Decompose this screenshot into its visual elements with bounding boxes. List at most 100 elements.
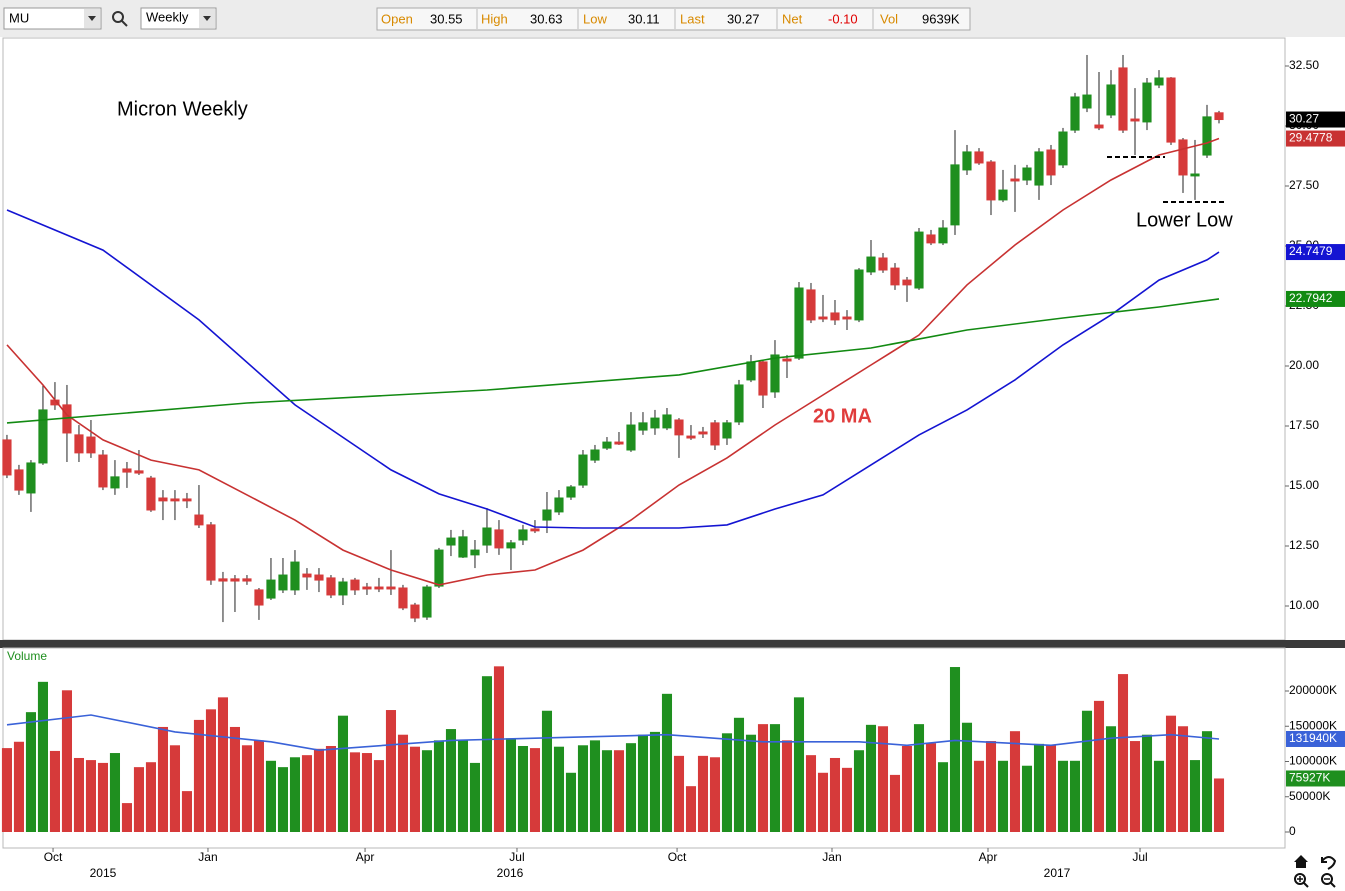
volume-bar: [61, 690, 73, 832]
volume-bar: [1081, 710, 1093, 832]
volume-bar: [589, 740, 601, 832]
candle-body: [614, 441, 624, 445]
candle-body: [122, 468, 132, 473]
undo-button[interactable]: [1321, 856, 1337, 870]
volume-bar: [97, 762, 109, 832]
volume-bar: [1201, 731, 1213, 832]
volume-bar: [1129, 741, 1141, 832]
volume-bar: [145, 762, 157, 832]
volume-bar: [493, 666, 505, 832]
volume-bar: [445, 729, 457, 832]
moving-average: [6, 209, 1220, 529]
candle-body: [254, 589, 264, 606]
candle-body: [230, 578, 240, 582]
candle-body: [818, 316, 828, 320]
candle-body: [686, 435, 696, 439]
year-label: 2017: [1044, 866, 1071, 880]
volume-bar: [313, 748, 325, 832]
candle-body: [1190, 173, 1200, 177]
quote-label: Open: [381, 11, 413, 26]
price-pane: [2, 37, 1286, 641]
candle-body: [98, 454, 108, 488]
home-button[interactable]: [1294, 855, 1308, 868]
volume-bar: [325, 745, 337, 832]
zoom-in-button[interactable]: [1294, 873, 1309, 888]
dropdown-arrow: [203, 16, 211, 21]
volume-bar: [649, 731, 661, 832]
volume-bar: [13, 741, 25, 832]
candle-body: [914, 231, 924, 289]
volume-bar: [769, 724, 781, 832]
annotation: 20 MA: [813, 405, 872, 427]
volume-bar: [289, 757, 301, 832]
candle-body: [494, 529, 504, 549]
y-tick-label: 12.50: [1289, 538, 1319, 552]
period-select[interactable]: [140, 7, 217, 30]
volume-bar: [1213, 778, 1225, 832]
zoom-out-button[interactable]: [1321, 873, 1336, 888]
period-text: Weekly: [146, 9, 189, 24]
candle-body: [1130, 118, 1140, 122]
dropdown-arrow: [88, 16, 96, 21]
volume-bar: [685, 786, 697, 832]
candle-body: [362, 586, 372, 590]
price-tag: [1286, 244, 1345, 261]
candle-body: [1082, 94, 1092, 109]
volume-bar: [793, 697, 805, 832]
price-tag-text: 75927K: [1289, 771, 1330, 785]
y-tick-label: 20.00: [1289, 358, 1319, 372]
volume-bar: [85, 760, 97, 832]
x-tick-label: Apr: [979, 850, 998, 864]
price-tag-text: 131940K: [1289, 731, 1337, 745]
volume-bar: [949, 667, 961, 832]
candle-body: [1034, 151, 1044, 186]
candle-body: [1106, 84, 1116, 116]
volume-bar: [673, 755, 685, 832]
price-tag: [1286, 111, 1345, 128]
candle-body: [398, 587, 408, 609]
candle-body: [1070, 96, 1080, 131]
x-tick-label: Jul: [509, 850, 524, 864]
candle-body: [242, 578, 252, 582]
candle-body: [110, 476, 120, 489]
candle-body: [854, 269, 864, 321]
candle-body: [782, 358, 792, 362]
volume-bar: [985, 741, 997, 832]
candle-body: [410, 604, 420, 619]
candle-body: [1178, 139, 1188, 176]
candle-body: [14, 469, 24, 491]
candle-body: [146, 477, 156, 511]
plot-layer: 10.0012.5015.0017.5020.0022.5025.0027.50…: [1, 54, 1345, 880]
volume-bar: [865, 724, 877, 832]
volume-bar: [889, 774, 901, 832]
candle-body: [518, 529, 528, 541]
volume-bar: [553, 746, 565, 832]
volume-bar: [133, 767, 145, 832]
candle-body: [842, 316, 852, 320]
candle-body: [1058, 131, 1068, 166]
symbol-input[interactable]: [3, 7, 102, 30]
candle-body: [878, 257, 888, 271]
candle-body: [1094, 124, 1104, 129]
y-tick-label: 200000K: [1289, 683, 1337, 697]
candle-body: [74, 434, 84, 454]
y-tick-label: 150000K: [1289, 718, 1337, 732]
search-icon[interactable]: [112, 11, 128, 27]
candle-body: [698, 431, 708, 435]
candle-body: [38, 409, 48, 464]
price-tag-text: 30.27: [1289, 112, 1319, 126]
candle-body: [278, 574, 288, 591]
volume-bar: [481, 676, 493, 832]
annotation: Micron Weekly: [117, 98, 248, 120]
quote-value: 9639K: [922, 11, 960, 26]
volume-bar: [301, 755, 313, 832]
volume-bar: [1117, 674, 1129, 832]
x-tick-label: Jan: [822, 850, 841, 864]
volume-bar: [1021, 765, 1033, 832]
candle-body: [758, 361, 768, 396]
volume-bar: [1189, 760, 1201, 832]
candle-body: [638, 422, 648, 431]
volume-bar: [565, 772, 577, 832]
candle-body: [338, 581, 348, 596]
